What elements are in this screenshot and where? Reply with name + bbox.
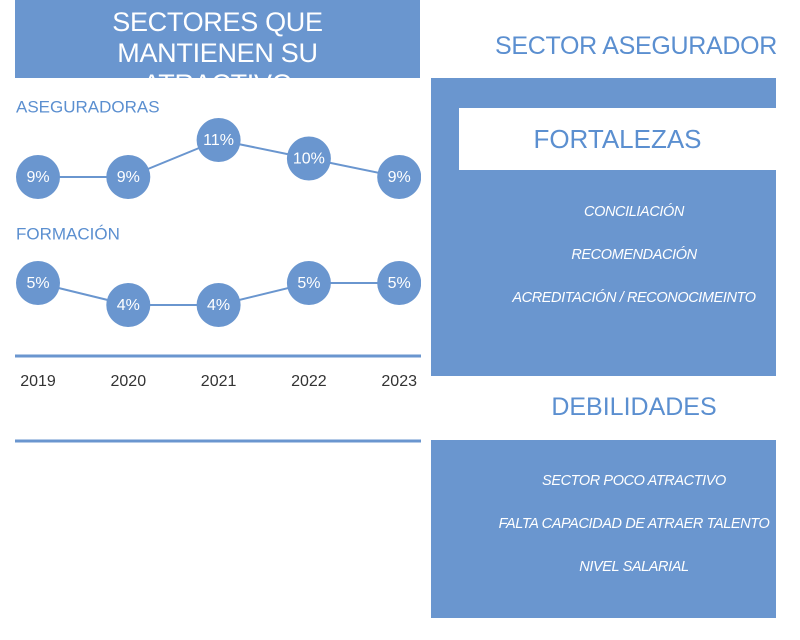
data-point (286, 136, 331, 181)
charts: ASEGURADORAS 9% 9% 11% 10% 9% FORMACIÓN 5% 4% 4% 5… (15, 97, 421, 443)
chart-title: FORMACIÓN (16, 224, 120, 243)
data-point (377, 155, 421, 199)
data-label: 5% (26, 275, 49, 292)
strengths-title: FORTALEZAS (459, 108, 776, 170)
data-point (106, 155, 151, 199)
x-tick-label: 2019 (20, 373, 56, 390)
data-label: 9% (388, 169, 411, 186)
data-label: 5% (297, 275, 320, 292)
weakness-item: NIVEL SALARIAL (579, 559, 689, 575)
data-point (196, 283, 241, 327)
weaknesses-title: DEBILIDADES (551, 393, 717, 421)
data-point (16, 261, 60, 305)
data-label: 5% (388, 275, 411, 292)
sector-title: SECTOR ASEGURADOR (495, 32, 777, 60)
data-label: 11% (203, 132, 234, 149)
data-label: 4% (207, 297, 230, 314)
chart-title: ASEGURADORAS (16, 97, 160, 116)
data-label: 4% (117, 297, 140, 314)
data-point (196, 118, 241, 162)
data-point (286, 261, 331, 305)
weaknesses-panel (431, 440, 776, 618)
data-point (106, 283, 151, 327)
strength-item: CONCILIACIÓN (584, 204, 684, 220)
data-point (377, 261, 421, 305)
data-label: 9% (117, 169, 140, 186)
x-tick-label: 2022 (291, 373, 327, 390)
strength-item: RECOMENDACIÓN (571, 247, 697, 263)
data-label: 9% (26, 169, 49, 186)
weakness-item: FALTA CAPACIDAD DE ATRAER TALENTO (498, 516, 770, 532)
x-tick-label: 2020 (111, 373, 147, 390)
data-label: 10% (293, 151, 325, 168)
data-point (16, 155, 60, 199)
x-tick-label: 2021 (201, 373, 237, 390)
x-tick-label: 2023 (381, 373, 417, 390)
weakness-item: SECTOR POCO ATRACTIVO (542, 473, 726, 489)
header-title: SECTORES QUE MANTIENEN SU ATRACTIVO (15, 0, 420, 99)
strength-item: ACREDITACIÓN / RECONOCIMEINTO (512, 290, 756, 306)
